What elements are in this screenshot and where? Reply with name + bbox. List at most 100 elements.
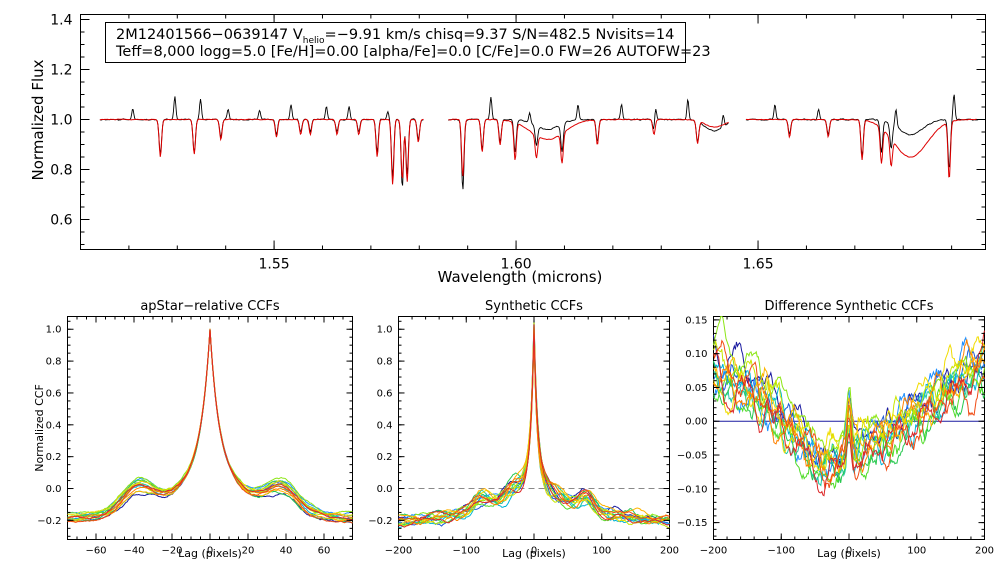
model-spectrum-line-seg-2 bbox=[745, 118, 979, 178]
apstar-ccf-title: apStar−relative CCFs bbox=[140, 299, 280, 314]
visit-ccf-line-2 bbox=[67, 329, 353, 521]
x-tick-label: 1.60 bbox=[500, 257, 531, 273]
x-tick-label: 100 bbox=[592, 546, 611, 557]
x-tick-label: −200 bbox=[700, 546, 727, 557]
x-tick-label: 1.65 bbox=[742, 257, 773, 273]
y-tick-label: 0.2 bbox=[377, 452, 393, 463]
y-tick-label: −0.2 bbox=[368, 516, 392, 527]
synthetic-ccf-panel: −200 −100 0 100 200 −0.2 0.0 0.2 0.4 0.6 0.8 1.0 Sy… bbox=[368, 299, 679, 560]
observed-spectrum-line-seg-1 bbox=[448, 96, 729, 190]
y-tick-label: 0.0 bbox=[377, 484, 393, 495]
x-tick-label: 0 bbox=[846, 546, 852, 557]
visit-ccf-line-12 bbox=[398, 337, 670, 526]
annotation-line-1: 2M12401566−0639147 Vhelio=−9.91 km/s chi… bbox=[116, 27, 674, 46]
y-tick-label: −0.10 bbox=[677, 484, 708, 495]
visit-ccf-line-10 bbox=[67, 329, 353, 516]
y-tick-label: 0.2 bbox=[46, 452, 62, 463]
y-tick-label: 0.8 bbox=[46, 357, 62, 368]
visit-ccf-line-5 bbox=[67, 330, 353, 518]
visit-ccf-line-7 bbox=[398, 330, 670, 526]
synthetic-ccf-ticks: −200 −100 0 100 200 −0.2 0.0 0.2 0.4 0.6 0.8 1.0 bbox=[368, 316, 679, 557]
y-tick-label: 0.05 bbox=[685, 383, 707, 394]
y-tick-label: 0.4 bbox=[377, 420, 393, 431]
visit-ccf-line-5 bbox=[398, 334, 670, 525]
visit-ccf-line-13 bbox=[67, 329, 353, 524]
difference-ccf-data bbox=[713, 316, 985, 497]
x-tick-label: 0 bbox=[531, 546, 537, 557]
x-tick-label: 60 bbox=[318, 546, 331, 557]
visit-ccf-line-8 bbox=[67, 328, 353, 515]
visit-difference-line-14 bbox=[713, 330, 985, 497]
difference-ccf-panel: −200 −100 0 100 200 −0.15 −0.10 −0.05 0.00 0.05 0.… bbox=[677, 299, 994, 560]
visit-ccf-line-14 bbox=[67, 329, 353, 521]
model-spectrum-line-seg-0 bbox=[99, 118, 424, 185]
visit-ccf-line-12 bbox=[67, 329, 353, 519]
apstar-ccf-y-axis-label: Normalized CCF bbox=[33, 384, 46, 472]
visit-ccf-line-6 bbox=[67, 330, 353, 524]
y-tick-label: 0.4 bbox=[46, 420, 62, 431]
apstar-ccf-data bbox=[67, 328, 353, 524]
visit-difference-line-12 bbox=[713, 339, 985, 483]
apstar-ccf-panel: −60 −40 −20 0 20 40 60 −0.2 0.0 0.2 0.4 0.6 0.8 1.0 a… bbox=[33, 299, 353, 560]
observed-spectrum-line-seg-0 bbox=[99, 96, 424, 186]
y-tick-label: −0.2 bbox=[37, 516, 61, 527]
x-tick-label: 200 bbox=[660, 546, 679, 557]
y-tick-label: 0.6 bbox=[46, 388, 62, 399]
y-tick-label: 1.4 bbox=[50, 12, 72, 28]
x-tick-label: 1.55 bbox=[258, 257, 289, 273]
spectrum-ticks: 1.55 1.60 1.65 0.6 0.8 1.0 1.2 1.4 bbox=[50, 12, 986, 273]
x-tick-label: −100 bbox=[453, 546, 480, 557]
annotation-line-2: Teff=8,000 logg=5.0 [Fe/H]=0.00 [alpha/F… bbox=[115, 44, 711, 60]
visit-ccf-line-13 bbox=[398, 331, 670, 521]
x-tick-label: −60 bbox=[85, 546, 106, 557]
visit-ccf-line-7 bbox=[67, 329, 353, 520]
y-tick-label: −0.05 bbox=[677, 451, 708, 462]
y-tick-label: −0.15 bbox=[677, 518, 708, 529]
y-tick-label: 1.0 bbox=[46, 325, 62, 336]
y-tick-label: 0.15 bbox=[685, 315, 707, 326]
visit-ccf-line-14 bbox=[398, 324, 670, 528]
visit-difference-line-10 bbox=[713, 336, 985, 472]
x-tick-label: 200 bbox=[975, 546, 994, 557]
x-tick-label: −40 bbox=[123, 546, 144, 557]
y-tick-label: 1.2 bbox=[50, 62, 72, 78]
visit-difference-line-13 bbox=[713, 339, 985, 490]
difference-ccf-x-axis-label: Lag (pixels) bbox=[817, 547, 881, 560]
difference-ccf-title: Difference Synthetic CCFs bbox=[764, 299, 933, 314]
y-tick-label: 0.0 bbox=[46, 484, 62, 495]
visit-ccf-line-3 bbox=[67, 329, 353, 516]
difference-ccf-ticks: −200 −100 0 100 200 −0.15 −0.10 −0.05 0.00 0.05 0.… bbox=[677, 315, 994, 556]
visit-ccf-line-4 bbox=[67, 328, 353, 521]
y-tick-label: 0.8 bbox=[50, 162, 72, 178]
spectrum-y-axis-label: Normalized Flux bbox=[29, 59, 47, 180]
apstar-ccf-x-axis-label: Lag (pixels) bbox=[178, 547, 242, 560]
y-tick-label: 0.10 bbox=[685, 349, 707, 360]
x-tick-label: 20 bbox=[242, 546, 255, 557]
visit-ccf-line-11 bbox=[398, 333, 670, 521]
x-tick-label: −100 bbox=[768, 546, 795, 557]
y-tick-label: 0.6 bbox=[50, 212, 72, 228]
model-spectrum-line-seg-1 bbox=[448, 118, 729, 177]
spectrum-x-axis-label: Wavelength (microns) bbox=[438, 268, 603, 286]
y-tick-label: 0.6 bbox=[377, 388, 393, 399]
y-tick-label: 0.00 bbox=[685, 417, 707, 428]
x-tick-label: −200 bbox=[385, 546, 412, 557]
apstar-ccf-ticks: −60 −40 −20 0 20 40 60 −0.2 0.0 0.2 0.4 0.6 0.8 1.0 bbox=[37, 316, 353, 557]
visit-ccf-line-11 bbox=[67, 328, 353, 522]
visit-difference-line-8 bbox=[713, 316, 985, 462]
synthetic-ccf-title: Synthetic CCFs bbox=[485, 299, 583, 314]
visit-ccf-line-9 bbox=[67, 330, 353, 522]
x-tick-label: 40 bbox=[280, 546, 293, 557]
synthetic-ccf-data bbox=[398, 318, 670, 529]
spectrum-data bbox=[99, 94, 979, 190]
y-tick-label: 0.8 bbox=[377, 357, 393, 368]
spectrum-annotation-box bbox=[105, 22, 686, 63]
y-tick-label: 1.0 bbox=[50, 112, 72, 128]
visit-ccf-line-6 bbox=[398, 338, 670, 521]
x-tick-label: −20 bbox=[161, 546, 182, 557]
visit-ccf-line-1 bbox=[67, 329, 353, 524]
spectrum-panel: 1.55 1.60 1.65 0.6 0.8 1.0 1.2 1.4 2M12401566−0… bbox=[29, 12, 986, 286]
x-tick-label: 0 bbox=[207, 546, 213, 557]
y-tick-label: 1.0 bbox=[377, 325, 393, 336]
